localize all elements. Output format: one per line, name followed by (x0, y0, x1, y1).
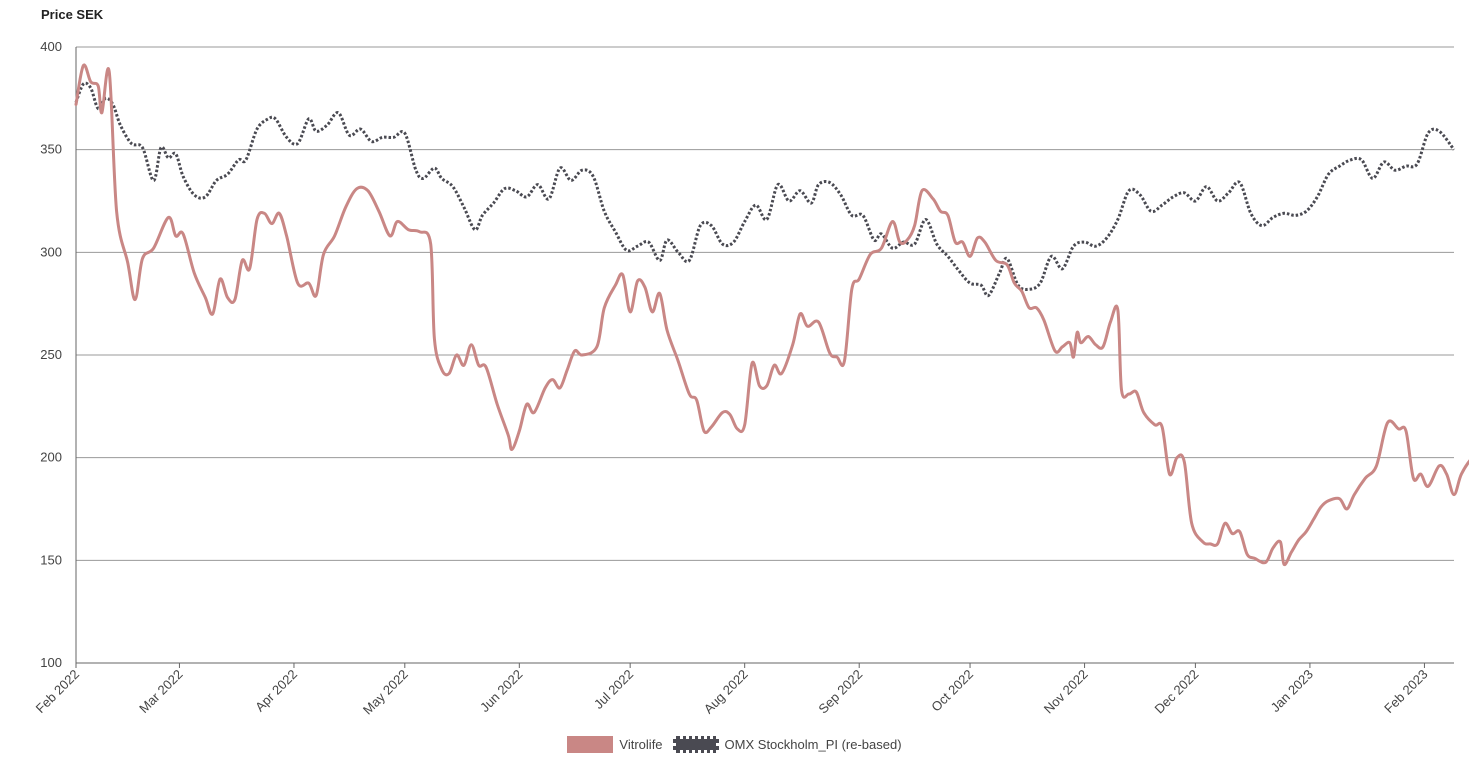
y-axis-ticks: 100 150 200 250 300 350 400 (40, 39, 62, 670)
x-tick-label: Aug 2022 (701, 667, 751, 717)
y-tick-label: 100 (40, 655, 62, 670)
x-tick-label: Sep 2022 (815, 667, 865, 717)
x-tick-label: Dec 2022 (1152, 667, 1202, 717)
y-axis-title: Price SEK (41, 7, 104, 22)
y-tick-label: 200 (40, 450, 62, 465)
series-line-omx (74, 81, 1456, 298)
legend-item-vitrolife[interactable]: Vitrolife (567, 736, 663, 753)
x-tick-label: Apr 2022 (252, 667, 300, 715)
x-axis (75, 47, 1454, 664)
series-line-vitrolife (74, 63, 1469, 567)
x-tick-label: Jun 2022 (477, 667, 525, 715)
y-tick-label: 400 (40, 39, 62, 54)
y-tick-label: 300 (40, 244, 62, 259)
x-tick-label: Jan 2023 (1268, 667, 1316, 715)
y-tick-label: 250 (40, 347, 62, 362)
legend-item-omx[interactable]: OMX Stockholm_PI (re-based) (672, 736, 902, 753)
legend-label-vitrolife: Vitrolife (619, 737, 663, 752)
x-tick-label: Jul 2022 (591, 667, 636, 712)
x-tick-label: Oct 2022 (928, 667, 976, 715)
y-tick-label: 350 (40, 142, 62, 157)
grid-lines (76, 46, 1454, 561)
legend: Vitrolife OMX Stockholm_PI (re-based) (0, 736, 1469, 753)
x-tick-label: Feb 2022 (33, 667, 82, 716)
x-tick-label: Mar 2022 (136, 667, 185, 716)
legend-label-omx: OMX Stockholm_PI (re-based) (724, 737, 902, 752)
legend-swatch-vitrolife (567, 736, 614, 753)
x-tick-label: May 2022 (360, 667, 411, 718)
y-tick-label: 150 (40, 552, 62, 567)
legend-swatch-omx (672, 736, 719, 753)
x-axis-ticks: Feb 2022 Mar 2022 Apr 2022 May 2022 Jun 2022… (33, 663, 1431, 717)
series-lines (74, 63, 1469, 567)
x-tick-label: Feb 2023 (1381, 667, 1430, 716)
x-tick-label: Nov 2022 (1041, 667, 1091, 717)
